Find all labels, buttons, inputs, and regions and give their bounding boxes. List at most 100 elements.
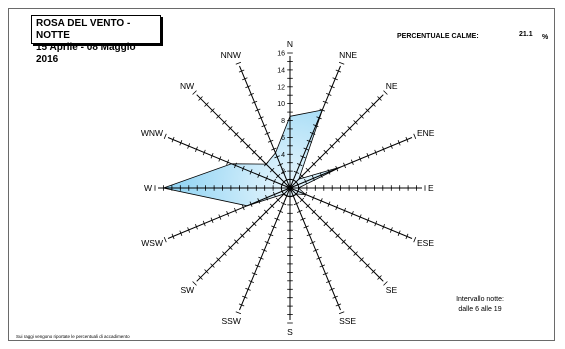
spoke-tick [265,175,269,182]
spoke-tick [258,256,264,260]
spoke-tick [275,173,281,179]
spoke-tick [280,202,287,206]
spoke-tick [198,96,203,101]
spoke-tick [335,233,340,238]
spoke-tick [280,170,287,174]
spoke-tick [210,108,215,113]
spoke-tick [341,239,346,244]
spoke-tick [338,61,345,65]
spoke-tick [228,245,233,250]
spoke-tick [241,204,245,211]
spoke-tick [264,132,271,135]
spoke-tick [317,155,323,161]
spoke-tick [316,116,322,120]
spoke-tick [365,263,370,268]
spoke-tick [299,173,305,179]
spoke-tick [222,120,227,125]
spoke-tick [335,138,340,143]
spoke-tick [204,102,209,107]
spoke-tick [335,69,342,73]
calm-percentage-value: 21.1 [519,31,533,38]
spoke-tick [397,230,401,236]
spoke-tick [377,275,382,280]
spoke-tick [329,227,334,232]
spoke-tick [249,169,253,175]
spoke-tick [228,126,233,131]
spoke-tick [163,133,167,140]
spoke-tick [248,280,254,283]
spoke-tick [311,209,317,215]
spoke-tick [271,147,277,151]
spoke-tick [234,207,237,214]
chart-frame [8,8,555,341]
spoke-tick [171,233,175,240]
spoke-tick [397,140,401,146]
spoke-tick [277,209,284,213]
spoke-tick [303,147,309,151]
spoke-tick [210,217,214,224]
spoke-tick [240,138,245,143]
spoke-tick [218,214,222,220]
spoke-tick [246,227,251,232]
chart-subtitle: 15 Aprile - 08 Maggio 2016 [36,42,136,65]
spoke-tick [204,269,209,274]
spoke-tick [258,116,264,120]
spoke-tick [313,124,319,128]
spoke-tick [382,146,385,152]
spoke-tick [413,236,417,243]
spoke-tick [254,108,261,112]
spoke-tick [251,100,258,104]
spoke-tick [347,245,352,250]
chart-title-box: ROSA DEL VENTO - NOTTE 15 Aprile - 08 Ma… [31,15,161,65]
spoke-tick [322,272,329,276]
spoke-tick [248,93,254,96]
spoke-tick [303,225,309,229]
spoke-tick [251,272,258,276]
spoke-tick [210,263,215,268]
direction-label-se: SE [386,285,398,295]
spoke-tick [304,178,308,185]
spoke-tick [305,203,311,209]
direction-label-nw: NW [180,81,194,91]
chart-title: ROSA DEL VENTO - NOTTE [36,18,131,41]
spoke-tick [359,257,364,262]
direction-label-w: W [144,183,152,193]
spoke-tick [319,172,323,178]
direction-label-ssw: SSW [222,316,241,326]
spoke-tick [263,161,269,167]
spoke-tick [413,133,417,140]
spoke-tick [353,120,358,125]
spoke-tick [311,161,317,167]
spoke-tick [241,165,245,172]
spoke-tick [309,132,316,135]
spoke-tick [249,201,253,207]
spoke-tick [371,269,376,274]
direction-label-ene: ENE [417,128,435,138]
spoke-tick [300,217,306,221]
spoke-tick [332,295,338,299]
direction-label-s: S [287,327,293,337]
spoke-tick [382,224,385,230]
radial-tick-label: 12 [277,84,285,91]
spoke-tick [269,203,275,209]
spoke-tick [359,114,364,119]
spoke-tick [234,162,237,169]
spoke-tick [234,132,239,137]
spoke-tick [238,303,245,307]
spoke-tick [216,257,221,262]
spoke-tick [374,149,378,156]
spoke-tick [242,295,248,299]
spoke-tick [366,217,370,224]
direction-label-e: E [428,183,434,193]
radial-tick-label: 2 [281,169,285,176]
spoke-tick [389,227,393,233]
spoke-tick [257,198,261,204]
spoke-tick [335,165,339,172]
spoke-tick [226,211,230,217]
spoke-tick [335,204,339,211]
spoke-tick [251,149,257,155]
spoke-tick [245,85,251,89]
spoke-tick [323,221,329,227]
spoke-tick [195,224,198,230]
